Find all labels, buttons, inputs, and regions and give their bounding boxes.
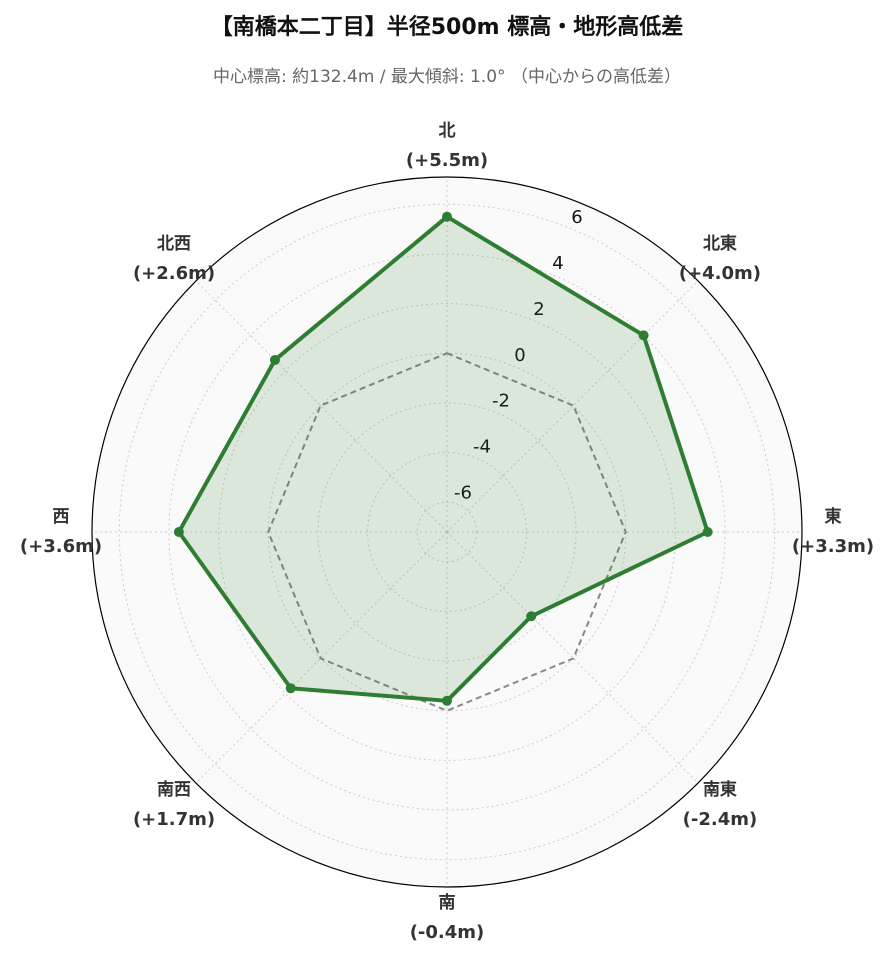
r-tick-label: -6 (454, 482, 472, 503)
baseline (267, 352, 627, 712)
data-point (269, 354, 280, 365)
grid-circle (168, 253, 726, 811)
category-label: 東 (825, 506, 842, 527)
value-label: (+4.0m) (679, 263, 761, 284)
value-label: (+2.6m) (133, 263, 215, 284)
category-label: 南西 (157, 779, 191, 800)
value-label: (-2.4m) (683, 809, 758, 830)
category-label: 北東 (703, 233, 737, 254)
data-point (526, 611, 537, 622)
category-label: 南東 (703, 779, 737, 800)
category-label: 南 (439, 892, 456, 913)
data-point (638, 330, 649, 341)
r-tick-label: 4 (552, 253, 563, 274)
r-tick-label: 0 (514, 345, 525, 366)
chart-title: 【南橋本二丁目】半径500m 標高・地形高低差 (211, 14, 684, 40)
data-point (442, 695, 452, 706)
grid-circle (218, 303, 676, 761)
grid-circle (118, 203, 776, 861)
data-point (442, 211, 452, 222)
spoke (446, 280, 699, 533)
grid-circle (367, 452, 527, 612)
grid-circle (317, 402, 577, 662)
r-tick-label: -2 (492, 391, 510, 412)
r-tick-label: 2 (533, 299, 544, 320)
data-point (285, 683, 296, 694)
spoke (446, 531, 699, 784)
data-point (702, 527, 713, 537)
value-label: (+5.5m) (406, 150, 488, 171)
grid-circle (416, 501, 478, 563)
outer-frame (91, 176, 803, 888)
r-tick-label: -4 (473, 437, 491, 458)
value-label: (+1.7m) (133, 809, 215, 830)
data-point (173, 527, 184, 537)
category-label: 北西 (157, 234, 191, 254)
category-label: 北 (439, 121, 456, 141)
r-tick-label: 6 (571, 207, 582, 228)
spoke (195, 280, 448, 533)
value-label: (+3.3m) (792, 536, 874, 557)
spoke (195, 531, 448, 784)
category-label: 西 (53, 507, 70, 527)
value-label: (+3.6m) (20, 536, 102, 557)
chart-subtitle: 中心標高: 約132.4m / 最大傾斜: 1.0° （中心からの高低差） (213, 67, 681, 87)
value-label: (-0.4m) (410, 922, 485, 943)
